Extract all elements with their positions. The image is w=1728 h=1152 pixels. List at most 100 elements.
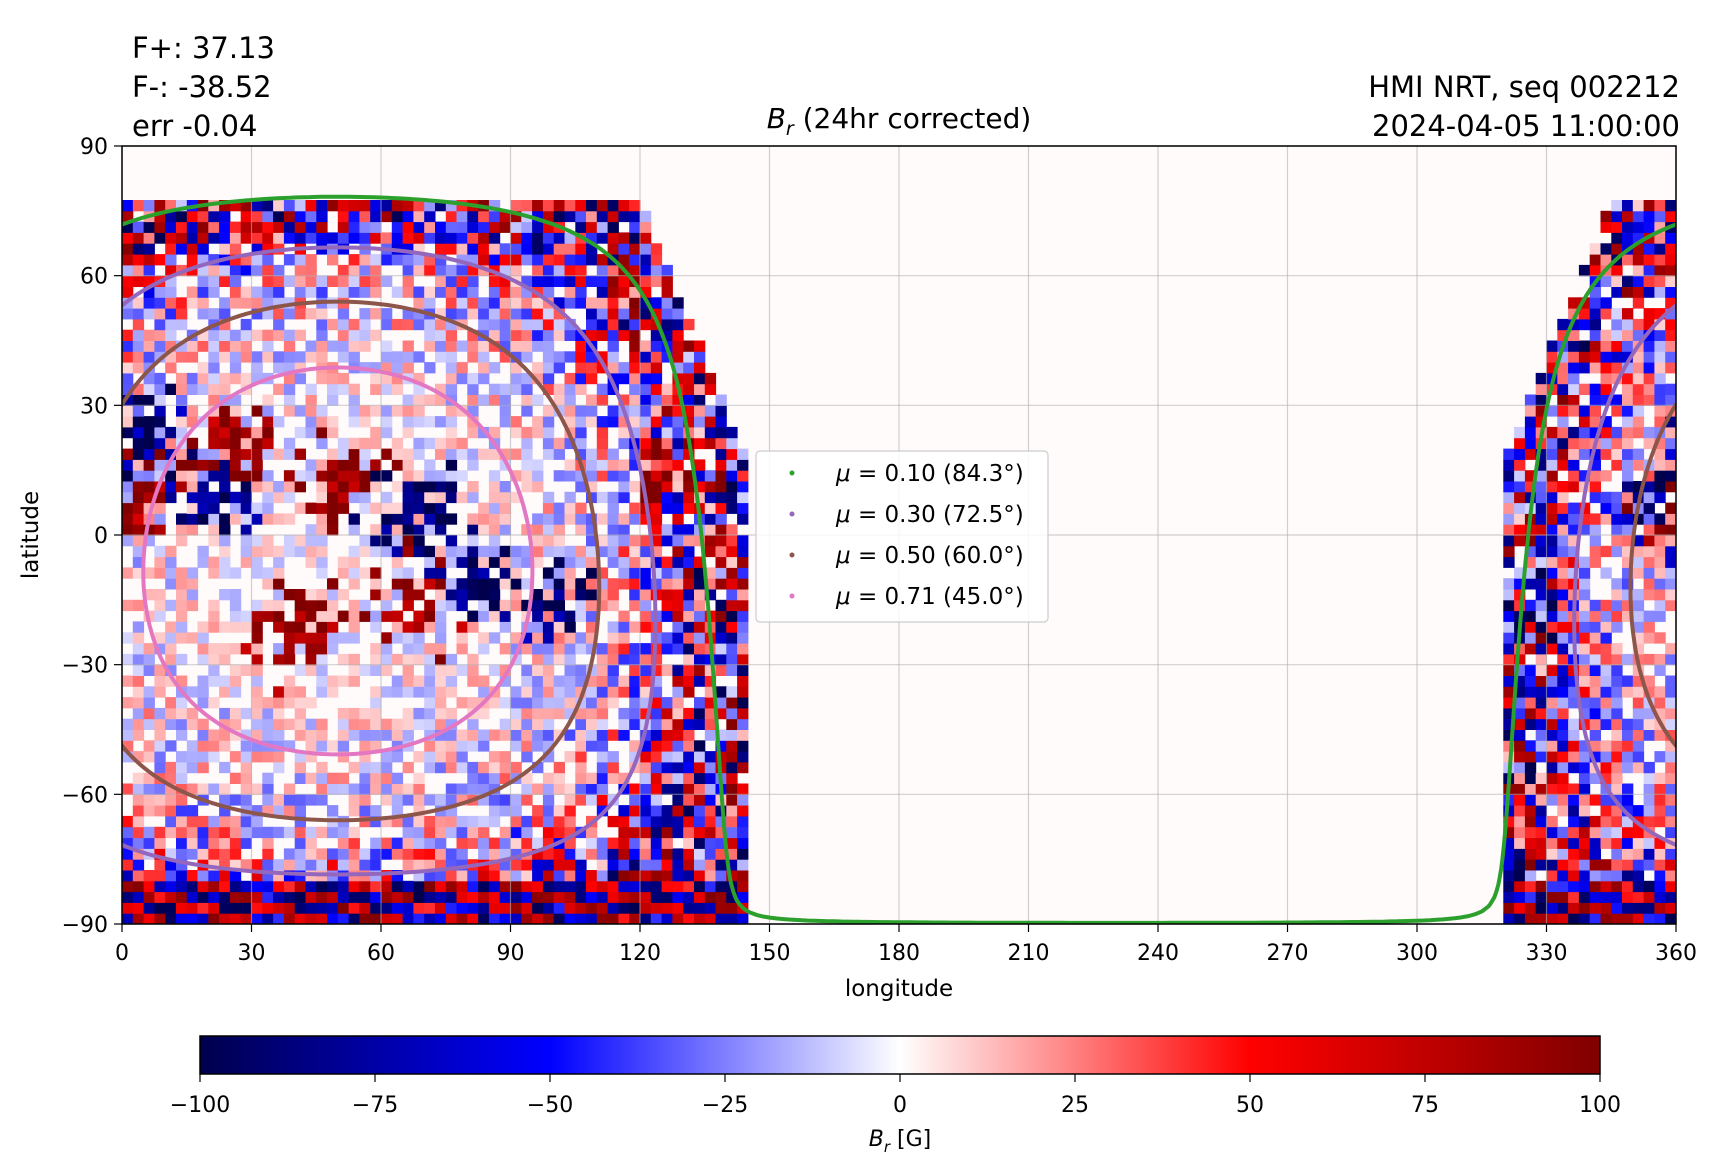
heatmap-cell (607, 329, 619, 341)
heatmap-cell (424, 740, 436, 752)
heatmap-cell (240, 286, 252, 298)
heatmap-cell (273, 870, 285, 882)
heatmap-cell (1600, 772, 1612, 784)
heatmap-cell (683, 880, 695, 893)
heatmap-cell (683, 772, 695, 784)
heatmap-cell (1643, 653, 1655, 666)
heatmap-cell (596, 437, 609, 450)
heatmap-cell (445, 513, 458, 525)
heatmap-cell (262, 772, 274, 784)
heatmap-cell (208, 675, 220, 687)
heatmap-cell (154, 210, 166, 223)
heatmap-cell (596, 394, 609, 406)
heatmap-cell (445, 751, 458, 763)
heatmap-cell (575, 729, 587, 741)
heatmap-cell (402, 859, 414, 871)
heatmap-cell (488, 491, 501, 504)
heatmap-cell (1535, 848, 1547, 860)
heatmap-cell (640, 308, 652, 320)
heatmap-cell (316, 524, 328, 536)
heatmap-cell (165, 200, 177, 212)
heatmap-cell (435, 697, 447, 709)
heatmap-cell (391, 459, 404, 471)
heatmap-cell (1568, 437, 1580, 450)
heatmap-cell (1524, 556, 1537, 568)
heatmap-cell (499, 794, 511, 806)
heatmap-cell (564, 275, 576, 287)
heatmap-cell (726, 567, 738, 579)
heatmap-cell (1643, 686, 1655, 698)
heatmap-cell (737, 481, 749, 493)
heatmap-cell (229, 686, 242, 698)
heatmap-cell (542, 718, 555, 730)
heatmap-cell (694, 675, 706, 687)
heatmap-cell (445, 718, 458, 730)
heatmap-cell (640, 837, 652, 849)
heatmap-cell (467, 535, 479, 547)
heatmap-cell (618, 491, 630, 504)
heatmap-cell (1535, 859, 1547, 871)
heatmap-cell (586, 578, 598, 590)
heatmap-cell (1611, 232, 1623, 244)
heatmap-cell (424, 880, 436, 893)
heatmap-cell (391, 513, 404, 525)
heatmap-cell (165, 437, 177, 450)
heatmap-cell (607, 535, 619, 547)
heatmap-cell (391, 729, 404, 741)
heatmap-cell (1665, 351, 1676, 363)
heatmap-cell (316, 481, 328, 493)
legend-label: μ = 0.71 (45.0°) (835, 584, 1024, 610)
heatmap-cell (1557, 643, 1569, 655)
heatmap-cell (1632, 383, 1645, 395)
heatmap-cell (1503, 686, 1515, 698)
heatmap-cell (337, 340, 350, 352)
heatmap-cell (176, 372, 188, 385)
heatmap-cell (1654, 891, 1666, 903)
heatmap-cell (1524, 740, 1537, 752)
heatmap-cell (586, 891, 598, 903)
heatmap-cell (672, 729, 684, 741)
heatmap-cell (305, 794, 317, 806)
heatmap-cell (575, 286, 587, 298)
heatmap-cell (143, 653, 155, 666)
heatmap-cell (532, 264, 544, 277)
heatmap-cell (575, 200, 587, 212)
heatmap-cell (337, 567, 350, 579)
heatmap-cell (1503, 707, 1515, 720)
heatmap-cell (229, 513, 242, 525)
heatmap-cell (1622, 254, 1634, 266)
heatmap-cell (596, 200, 609, 212)
heatmap-cell (273, 383, 285, 395)
heatmap-cell (629, 686, 641, 698)
chart-title: Br (24hr corrected) (767, 102, 1032, 140)
heatmap-cell (467, 297, 479, 309)
heatmap-cell (564, 383, 576, 395)
heatmap-cell (327, 675, 339, 687)
heatmap-cell (607, 232, 619, 244)
colorbar-tick-label: 100 (1579, 1093, 1621, 1118)
heatmap-cell (575, 416, 587, 428)
heatmap-cell (413, 210, 425, 223)
heatmap-cell (586, 837, 598, 849)
heatmap-cell (1632, 675, 1645, 687)
heatmap-cell (456, 491, 468, 504)
heatmap-cell (607, 556, 619, 568)
heatmap-cell (348, 632, 360, 644)
heatmap-cell (186, 891, 199, 903)
heatmap-cell (240, 772, 252, 784)
heatmap-cell (499, 880, 511, 893)
heatmap-cell (402, 794, 414, 806)
heatmap-cell (1546, 426, 1558, 439)
heatmap-cell (1524, 643, 1537, 655)
heatmap-cell (510, 686, 522, 698)
heatmap-cell (1632, 859, 1645, 871)
heatmap-cell (618, 416, 630, 428)
heatmap-cell (1503, 826, 1515, 839)
heatmap-cell (618, 254, 630, 266)
heatmap-cell (596, 870, 609, 882)
heatmap-cell (1611, 318, 1623, 331)
heatmap-cell (618, 329, 630, 341)
heatmap-cell (650, 729, 663, 741)
heatmap-cell (553, 232, 565, 244)
